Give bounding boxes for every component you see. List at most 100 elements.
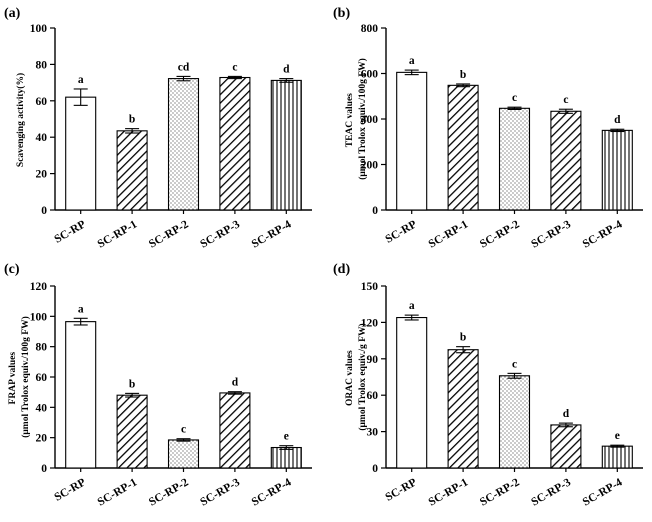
bar-sc-rp-2 bbox=[167, 439, 200, 469]
error-bar bbox=[125, 128, 140, 134]
x-category-label: SC-RP-4 bbox=[250, 476, 294, 508]
significance-letter: d bbox=[283, 64, 290, 76]
significance-letter: b bbox=[129, 114, 135, 126]
significance-letter: b bbox=[460, 332, 466, 344]
x-category-label: SC-RP-2 bbox=[147, 218, 191, 250]
y-tick-label: 120 bbox=[361, 317, 379, 329]
y-axis-title-line: (μmol Trolox equiv./100g FW) bbox=[357, 58, 368, 180]
bar-sc-rp-4 bbox=[270, 446, 302, 469]
significance-letter: b bbox=[129, 378, 135, 390]
error-bar bbox=[558, 422, 573, 428]
panel-a: (a) Scavenging activity(%) 0 20 40 60 80 100 a… bbox=[4, 6, 312, 251]
bar-sc-rp-2 bbox=[498, 375, 531, 469]
y-tick-label: 200 bbox=[361, 160, 379, 172]
y-tick-label: 20 bbox=[36, 433, 48, 445]
y-tick-label: 0 bbox=[372, 463, 378, 475]
error-bar bbox=[456, 346, 471, 354]
error-bar bbox=[507, 106, 522, 110]
y-tick-label: 60 bbox=[36, 96, 48, 108]
x-category-label: SC-RP-1 bbox=[96, 218, 140, 250]
error-bar bbox=[279, 445, 294, 450]
y-axis-title-line: (μmol Trolox equiv./100g FW) bbox=[20, 316, 31, 438]
y-axis-title: TEAC values (μmol Trolox equiv./100g FW) bbox=[345, 58, 368, 180]
y-tick-label: 60 bbox=[367, 390, 379, 402]
y-axis-title-line: FRAP values bbox=[8, 352, 18, 405]
x-category-label: SC-RP-1 bbox=[427, 218, 471, 250]
x-category-label: SC-RP-4 bbox=[250, 218, 294, 250]
y-axis-title: ORAC values (μmol Trolox equiv./g FW) bbox=[345, 323, 368, 430]
error-bar bbox=[404, 69, 419, 76]
error-bar bbox=[227, 75, 242, 80]
panel-label: (c) bbox=[4, 262, 20, 277]
significance-letter: d bbox=[563, 408, 570, 420]
panel-b: (b) TEAC values (μmol Trolox equiv./100g… bbox=[333, 6, 643, 251]
bar-sc-rp-1 bbox=[447, 84, 479, 211]
y-axis-title: Scavenging activity(%) bbox=[15, 73, 26, 167]
y-tick-label: 60 bbox=[36, 372, 48, 384]
bar-sc-rp-1 bbox=[447, 349, 479, 469]
significance-letter: d bbox=[614, 114, 621, 126]
y-tick-label: 80 bbox=[36, 59, 48, 71]
x-category-label: SC-RP bbox=[383, 476, 418, 503]
x-category-label: SC-RP bbox=[383, 218, 418, 245]
significance-letter: c bbox=[512, 92, 517, 104]
y-tick-label: 800 bbox=[361, 23, 379, 35]
y-tick-label: 400 bbox=[361, 114, 379, 126]
x-category-label: SC-RP-3 bbox=[529, 218, 573, 250]
error-bar bbox=[227, 391, 242, 395]
y-tick-label: 40 bbox=[36, 402, 48, 414]
significance-letter: a bbox=[78, 303, 84, 315]
error-bar bbox=[73, 88, 88, 106]
y-axis-title-line: ORAC values bbox=[345, 350, 355, 406]
error-bar bbox=[610, 128, 625, 133]
y-axis-title-line: TEAC values bbox=[345, 93, 355, 147]
bar-sc-rp-3 bbox=[550, 424, 582, 469]
y-tick-label: 0 bbox=[41, 463, 47, 475]
bar-sc-rp-3 bbox=[219, 392, 251, 469]
bar-sc-rp bbox=[65, 96, 97, 211]
significance-letter: a bbox=[409, 55, 415, 67]
error-bar bbox=[73, 317, 88, 326]
significance-letter: b bbox=[460, 69, 466, 81]
y-tick-label: 40 bbox=[36, 132, 48, 144]
significance-letter: c bbox=[563, 94, 568, 106]
panel-label: (b) bbox=[333, 6, 350, 21]
x-category-label: SC-RP-2 bbox=[478, 476, 522, 508]
y-tick-label: 20 bbox=[36, 169, 48, 181]
significance-letter: a bbox=[409, 300, 415, 312]
x-category-label: SC-RP bbox=[52, 476, 87, 503]
y-axis-title-line: Scavenging activity(%) bbox=[15, 73, 26, 167]
error-bar bbox=[279, 78, 294, 83]
bar-sc-rp-2 bbox=[498, 107, 531, 211]
significance-letter: c bbox=[232, 61, 237, 73]
error-bar bbox=[456, 83, 471, 88]
x-category-label: SC-RP-4 bbox=[581, 218, 625, 250]
significance-letter: e bbox=[284, 431, 289, 443]
x-category-label: SC-RP-1 bbox=[427, 476, 471, 508]
bar-sc-rp bbox=[396, 71, 428, 211]
panel-label: (d) bbox=[333, 262, 350, 277]
y-tick-label: 0 bbox=[372, 205, 378, 217]
error-bar bbox=[507, 372, 522, 379]
bar-sc-rp-3 bbox=[219, 76, 251, 211]
bar-sc-rp-4 bbox=[601, 445, 633, 469]
x-category-label: SC-RP-2 bbox=[478, 218, 522, 250]
error-bar bbox=[176, 75, 191, 82]
y-tick-label: 600 bbox=[361, 69, 379, 81]
significance-letter: c bbox=[512, 358, 517, 370]
y-tick-label: 0 bbox=[41, 205, 47, 217]
x-category-label: SC-RP-2 bbox=[147, 476, 191, 508]
significance-letter: e bbox=[615, 430, 620, 442]
x-category-label: SC-RP-1 bbox=[96, 476, 140, 508]
bar-sc-rp bbox=[396, 316, 428, 469]
bar-sc-rp-4 bbox=[601, 129, 633, 211]
y-tick-label: 90 bbox=[367, 354, 379, 366]
y-axis-title: FRAP values (μmol Trolox equiv./100g FW) bbox=[8, 316, 31, 438]
error-bar bbox=[610, 444, 625, 448]
y-tick-label: 80 bbox=[36, 342, 48, 354]
bar-sc-rp bbox=[65, 321, 97, 469]
panel-c: (c) FRAP values (μmol Trolox equiv./100g… bbox=[4, 262, 312, 509]
significance-letter: cd bbox=[178, 61, 190, 73]
y-tick-label: 30 bbox=[367, 427, 379, 439]
